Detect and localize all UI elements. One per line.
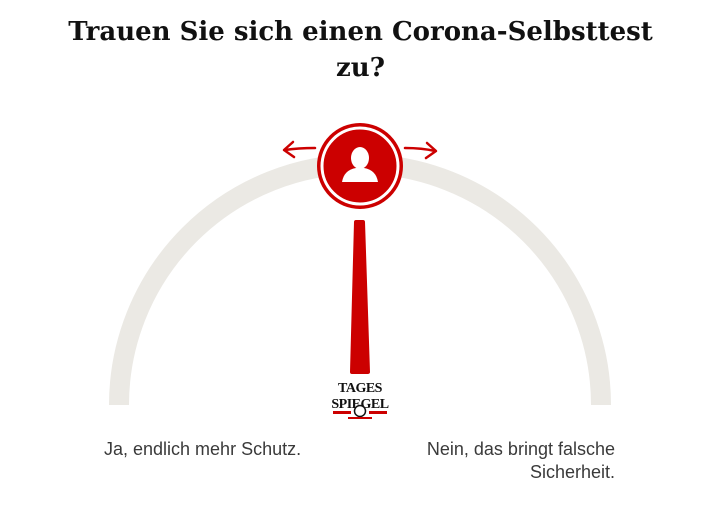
gauge-handle[interactable] <box>317 123 403 209</box>
tagesspiegel-logo: TAGES SPIEGEL <box>331 381 389 419</box>
globe-icon <box>353 404 367 418</box>
arrow-left-icon <box>282 140 317 159</box>
answer-yes[interactable]: Ja, endlich mehr Schutz. <box>104 439 302 459</box>
arrow-right-icon <box>403 141 438 160</box>
needle <box>350 220 370 374</box>
svg-text:TAGES: TAGES <box>338 381 383 396</box>
svg-text:SPIEGEL: SPIEGEL <box>331 397 388 412</box>
answer-no[interactable]: Nein, das bringt falsche Sicherheit. <box>426 439 615 482</box>
user-icon <box>342 147 378 182</box>
poll-question: Trauen Sie sich einen Corona-Selbsttest … <box>68 17 653 83</box>
